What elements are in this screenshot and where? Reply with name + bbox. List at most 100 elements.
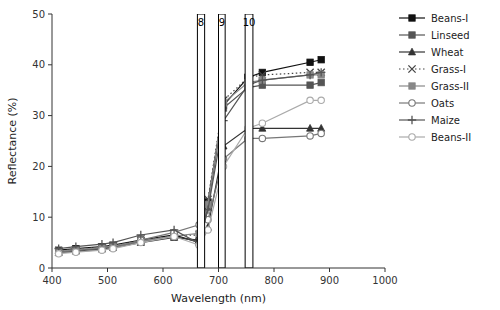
legend-label: Wheat — [431, 47, 464, 58]
y-axis-label: Reflectance (%) — [6, 97, 19, 184]
x-tick — [218, 268, 219, 272]
point — [307, 82, 313, 88]
y-tick-label: 40 — [32, 59, 45, 70]
series-line — [59, 72, 322, 250]
point — [171, 234, 178, 241]
y-tick-label: 20 — [32, 161, 45, 172]
x-tick-label: 700 — [209, 275, 228, 286]
bands — [197, 14, 253, 268]
x-tick-label: 400 — [42, 275, 61, 286]
series — [55, 97, 324, 257]
point — [307, 124, 314, 131]
legend-label: Beans-I — [431, 13, 468, 24]
legend-label: Grass-II — [431, 81, 469, 92]
legend-item: Beans-II — [399, 132, 471, 143]
point — [307, 72, 313, 78]
point — [318, 97, 324, 103]
point — [99, 247, 105, 253]
point — [318, 57, 324, 63]
legend-marker — [408, 65, 415, 72]
point — [205, 227, 211, 233]
point — [171, 233, 177, 239]
y-tick-label: 0 — [39, 263, 45, 274]
y-tick — [48, 268, 52, 269]
point — [73, 249, 79, 255]
point — [306, 71, 314, 79]
legend-marker — [408, 116, 416, 124]
series — [54, 68, 325, 253]
point — [307, 59, 313, 65]
legend-label: Oats — [431, 98, 454, 109]
x-tick — [52, 268, 53, 272]
point — [259, 135, 265, 141]
point — [73, 249, 79, 255]
series — [55, 72, 324, 255]
point — [137, 231, 145, 239]
legend-label: Grass-I — [431, 64, 466, 75]
point — [171, 233, 177, 239]
series — [55, 69, 325, 255]
legend-marker — [409, 15, 415, 21]
series — [55, 79, 324, 255]
legend: Beans-I Linseed Wheat Grass-I Grass-II Oats Ma… — [399, 13, 471, 143]
x-tick — [163, 268, 164, 272]
point — [171, 233, 177, 239]
legend-marker — [409, 83, 415, 89]
point — [258, 76, 266, 84]
legend-marker — [408, 48, 415, 55]
legend-marker — [409, 32, 415, 38]
point — [55, 251, 61, 257]
y-tick-label: 50 — [32, 9, 45, 20]
legend-label: Linseed — [431, 30, 470, 41]
series — [55, 130, 324, 256]
chart: 8910400500600700800900100001020304050Wav… — [0, 0, 500, 310]
x-tick-label: 1000 — [372, 275, 397, 286]
x-tick — [329, 268, 330, 272]
legend-marker — [409, 134, 415, 140]
series-line — [59, 100, 322, 253]
x-tick-label: 500 — [98, 275, 117, 286]
y-tick — [48, 14, 52, 15]
y-tick — [48, 64, 52, 65]
series-line — [59, 72, 322, 248]
legend-item: Oats — [399, 98, 454, 109]
legend-label: Beans-II — [431, 132, 471, 143]
point — [99, 247, 105, 253]
series — [55, 124, 325, 255]
point — [110, 245, 116, 251]
series-line — [59, 60, 322, 251]
point — [138, 239, 144, 245]
band — [219, 14, 226, 268]
x-tick-label: 800 — [264, 275, 283, 286]
band-label: 8 — [198, 17, 204, 28]
y-tick-label: 30 — [32, 110, 45, 121]
band-label: 9 — [219, 17, 225, 28]
x-tick-label: 900 — [320, 275, 339, 286]
y-tick — [48, 217, 52, 218]
y-tick — [48, 166, 52, 167]
legend-item: Grass-I — [399, 64, 466, 75]
point — [259, 120, 265, 126]
legend-item: Linseed — [399, 30, 470, 41]
y-tick — [48, 115, 52, 116]
x-tick — [274, 268, 275, 272]
point — [318, 79, 324, 85]
series-line — [59, 133, 322, 252]
series-line — [59, 75, 322, 251]
series — [55, 57, 324, 254]
band-label: 10 — [243, 17, 256, 28]
point — [110, 245, 116, 251]
x-tick — [385, 268, 386, 272]
point — [318, 130, 324, 136]
point — [307, 133, 313, 139]
legend-item: Maize — [399, 115, 460, 126]
band — [197, 14, 204, 268]
y-tick-label: 10 — [32, 212, 45, 223]
x-axis-label: Wavelength (nm) — [171, 292, 266, 305]
series-line — [59, 83, 322, 252]
legend-item: Grass-II — [399, 81, 469, 92]
legend-label: Maize — [431, 115, 460, 126]
legend-item: Beans-I — [399, 13, 468, 24]
y-axis — [52, 14, 53, 268]
plot-area — [54, 14, 325, 268]
